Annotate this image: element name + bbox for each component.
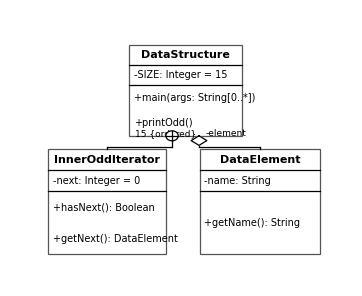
Text: +main(args: String[0..*]): +main(args: String[0..*]) [134,93,255,102]
Text: 15 {ordered}: 15 {ordered} [135,129,197,138]
Text: DataElement: DataElement [220,155,300,165]
Text: +printOdd(): +printOdd() [134,118,193,128]
Text: -name: String: -name: String [205,176,271,186]
Text: -next: Integer = 0: -next: Integer = 0 [53,176,140,186]
Bar [199,149,320,254]
Bar [48,149,166,254]
Circle shape [166,131,178,141]
Text: +getNext(): DataElement: +getNext(): DataElement [53,234,178,244]
Text: InnerOddIterator: InnerOddIterator [54,155,160,165]
Text: -SIZE: Integer = 15: -SIZE: Integer = 15 [134,70,227,80]
Text: DataStructure: DataStructure [141,50,230,60]
Polygon shape [191,136,207,145]
Bar [130,45,242,136]
Text: +hasNext(): Boolean: +hasNext(): Boolean [53,202,155,212]
Text: +getName(): String: +getName(): String [205,218,300,228]
Text: -element: -element [205,129,246,138]
